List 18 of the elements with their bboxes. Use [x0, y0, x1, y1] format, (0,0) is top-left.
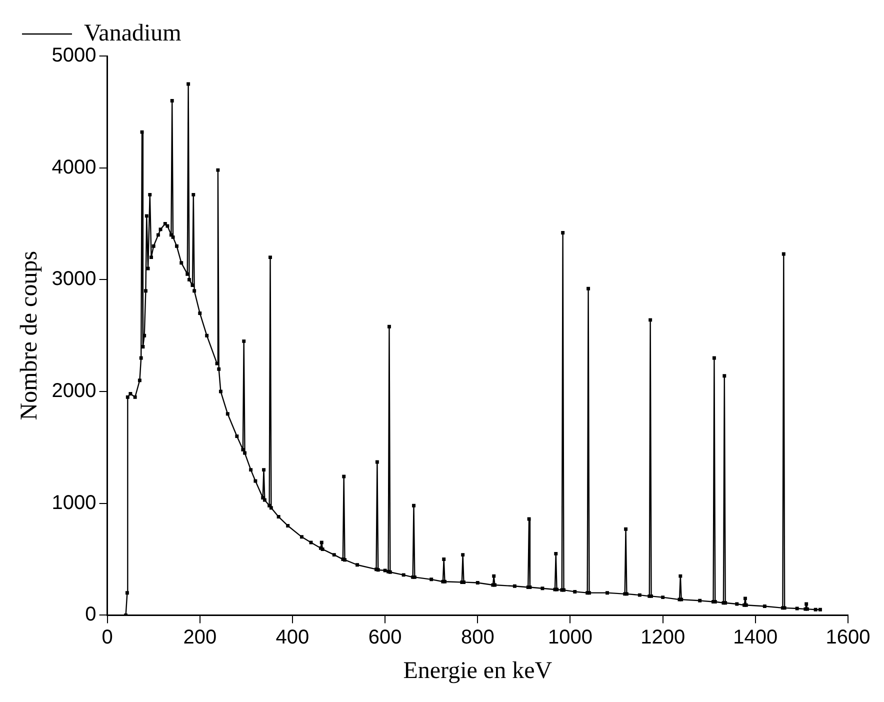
x-axis-title: Energie en keV	[403, 658, 553, 684]
x-tick-label: 1000	[548, 626, 592, 649]
y-tick-label: 5000	[52, 44, 96, 67]
y-tick-label: 1000	[52, 492, 96, 514]
y-axis-title: Nombre de coups	[16, 250, 43, 420]
x-tick-label: 0	[102, 626, 113, 649]
x-tick-label: 600	[368, 626, 402, 649]
x-tick-label: 1400	[733, 626, 778, 649]
x-tick-label: 200	[183, 626, 217, 649]
x-tick-label: 400	[276, 626, 310, 649]
x-tick-label: 1600	[826, 626, 870, 649]
y-tick-label: 3000	[52, 268, 96, 290]
x-tick-label: 1200	[640, 626, 686, 649]
legend-label: Vanadium	[84, 20, 182, 46]
x-tick-label: 800	[460, 626, 494, 649]
y-tick-label: 0	[85, 604, 96, 626]
y-tick-label: 2000	[52, 380, 96, 402]
y-tick-label: 4000	[52, 156, 96, 178]
